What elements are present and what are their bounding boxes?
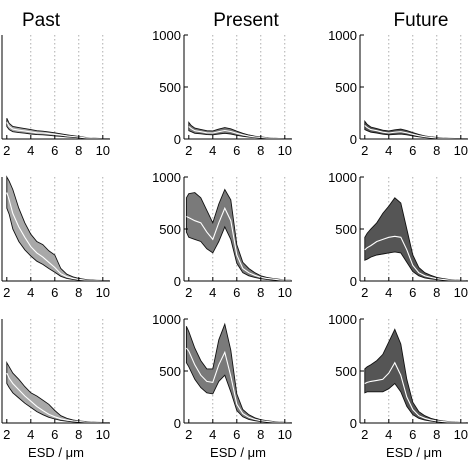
panel-r1-c1-xtick-label: 6 — [233, 285, 240, 300]
panel-r0-c2-ytick-label: 0 — [350, 132, 357, 147]
panel-r1-c2: 2 4 6 8 10 0 500 1000 — [328, 170, 468, 300]
panel-r0-c0-xtick-label: 2 — [3, 143, 10, 158]
panel-r2-c1-ytick-label: 500 — [159, 364, 181, 379]
column-title-past: Past — [22, 10, 61, 31]
panel-r2-c2-ytick-label: 0 — [350, 416, 357, 431]
panel-r0-c1-xtick-label: 4 — [209, 143, 216, 158]
panel-r0-c0: 2 4 6 8 10 — [1, 35, 110, 158]
panel-r2-c2: 2 4 6 8 10 0 500 1000 ESD / μm — [328, 312, 468, 460]
panel-r1-c2-mean-line — [364, 235, 467, 282]
panel-r0-c0-xtick-label: 10 — [96, 143, 110, 158]
panel-r0-c2-band — [364, 119, 468, 140]
panel-r1-c0-mean-line — [6, 192, 109, 282]
panel-r1-c2-ytick-label: 500 — [335, 222, 357, 237]
panel-r0-c1-xtick-label: 8 — [257, 143, 264, 158]
panel-r0-c2-xtick-label: 8 — [433, 143, 440, 158]
panel-r2-c1-xlabel: ESD / μm — [210, 445, 266, 460]
panel-r2-c1-xtick-label: 2 — [185, 427, 192, 442]
panel-r0-c1-band — [188, 121, 292, 140]
panel-r2-c2-ytick-label: 500 — [335, 364, 357, 379]
panel-r1-c1-ytick-label: 500 — [159, 222, 181, 237]
panel-r2-c2-xtick-label: 6 — [409, 427, 416, 442]
panel-r0-c0-mean-line — [6, 122, 109, 140]
panel-r0-c2-xtick-label: 2 — [361, 143, 368, 158]
panel-r1-c0-xtick-label: 2 — [3, 285, 10, 300]
panel-r0-c2-ytick-label: 500 — [335, 80, 357, 95]
panel-r2-c0-xlabel: ESD / μm — [28, 445, 84, 460]
panel-r1-c2-xtick-label: 4 — [385, 285, 392, 300]
panel-r1-c0-xtick-label: 8 — [75, 285, 82, 300]
panel-r0-c2-ytick-label: 1000 — [328, 28, 357, 43]
column-title-future: Future — [394, 10, 449, 31]
panel-r1-c1: 2 4 6 8 10 0 500 1000 — [152, 170, 292, 300]
panel-r2-c0-xtick-label: 4 — [27, 427, 34, 442]
panel-r0-c1-xtick-label: 10 — [278, 143, 292, 158]
panel-r1-c1-xtick-label: 10 — [278, 285, 292, 300]
panel-r2-c2-xtick-label: 8 — [433, 427, 440, 442]
panel-r2-c1-xtick-label: 6 — [233, 427, 240, 442]
panel-r1-c0-band — [6, 175, 110, 282]
column-title-present: Present — [213, 10, 279, 31]
panel-r0-c0-xtick-label: 6 — [51, 143, 58, 158]
panel-r1-c1-ytick-label: 1000 — [152, 170, 181, 185]
panel-r1-c2-xtick-label: 6 — [409, 285, 416, 300]
panel-r0-c2-xtick-label: 10 — [454, 143, 468, 158]
panel-r2-c1-ytick-label: 1000 — [152, 312, 181, 327]
panel-r1-c0: 2 4 6 8 10 — [1, 175, 110, 300]
panel-r2-c0-mean-line — [6, 372, 109, 424]
panel-r0-c1-xtick-label: 6 — [233, 143, 240, 158]
panel-r1-c1-ytick-label: 0 — [174, 274, 181, 289]
panel-r0-c1-ytick-label: 0 — [174, 132, 181, 147]
panel-r1-c2-ytick-label: 1000 — [328, 170, 357, 185]
panel-r0-c1-ytick-label: 1000 — [152, 28, 181, 43]
panel-r2-c0-xtick-label: 10 — [96, 427, 110, 442]
panel-r2-c0-xtick-label: 2 — [3, 427, 10, 442]
panel-r2-c1-xtick-label: 8 — [257, 427, 264, 442]
panel-r1-c1-xtick-label: 2 — [185, 285, 192, 300]
panel-r0-c0-xtick-label: 8 — [75, 143, 82, 158]
panel-r2-c1-xtick-label: 10 — [278, 427, 292, 442]
panel-r0-c1-ytick-label: 500 — [159, 80, 181, 95]
panel-r2-c0-xtick-label: 6 — [51, 427, 58, 442]
panel-r2-c2-xlabel: ESD / μm — [386, 445, 442, 460]
panel-r1-c0-xtick-label: 10 — [96, 285, 110, 300]
panel-r2-c2-xtick-label: 2 — [361, 427, 368, 442]
panel-r1-c2-ytick-label: 0 — [350, 274, 357, 289]
panel-r0-c2-xtick-label: 6 — [409, 143, 416, 158]
panel-r1-c0-xtick-label: 4 — [27, 285, 34, 300]
panel-r2-c1-xtick-label: 4 — [209, 427, 216, 442]
panel-r2-c1: 2 4 6 8 10 0 500 1000 ESD / μm — [152, 312, 292, 460]
panel-r1-c1-xtick-label: 8 — [257, 285, 264, 300]
panel-r0-c2: 2 4 6 8 10 0 500 1000 — [328, 28, 468, 158]
panel-r2-c2-band — [364, 328, 468, 424]
panel-r2-c1-mean-line — [185, 347, 291, 424]
panel-r1-c1-xtick-label: 4 — [209, 285, 216, 300]
panel-r1-c0-xtick-label: 6 — [51, 285, 58, 300]
panel-r1-c2-xtick-label: 8 — [433, 285, 440, 300]
panel-r1-c2-xtick-label: 10 — [454, 285, 468, 300]
panel-r0-c1-xtick-label: 2 — [185, 143, 192, 158]
panel-r2-c1-ytick-label: 0 — [174, 416, 181, 431]
panel-r2-c0-xtick-label: 8 — [75, 427, 82, 442]
panel-r2-c2-xtick-label: 10 — [454, 427, 468, 442]
panel-r0-c1: 2 4 6 8 10 0 500 1000 — [152, 28, 292, 158]
panel-r2-c2-mean-line — [364, 361, 467, 424]
panel-r2-c0: 2 4 6 8 10 ESD / μm — [1, 319, 110, 460]
panel-r1-c1-band — [185, 188, 292, 282]
panel-r0-c1-mean-line — [188, 126, 291, 140]
panel-r0-c0-xtick-label: 4 — [27, 143, 34, 158]
panel-r0-c0-band — [6, 118, 110, 140]
panel-r2-c2-ytick-label: 1000 — [328, 312, 357, 327]
panel-r2-c2-xtick-label: 4 — [385, 427, 392, 442]
panel-r0-c2-xtick-label: 4 — [385, 143, 392, 158]
panel-r1-c1-mean-line — [186, 206, 291, 282]
panel-r1-c2-xtick-label: 2 — [361, 285, 368, 300]
